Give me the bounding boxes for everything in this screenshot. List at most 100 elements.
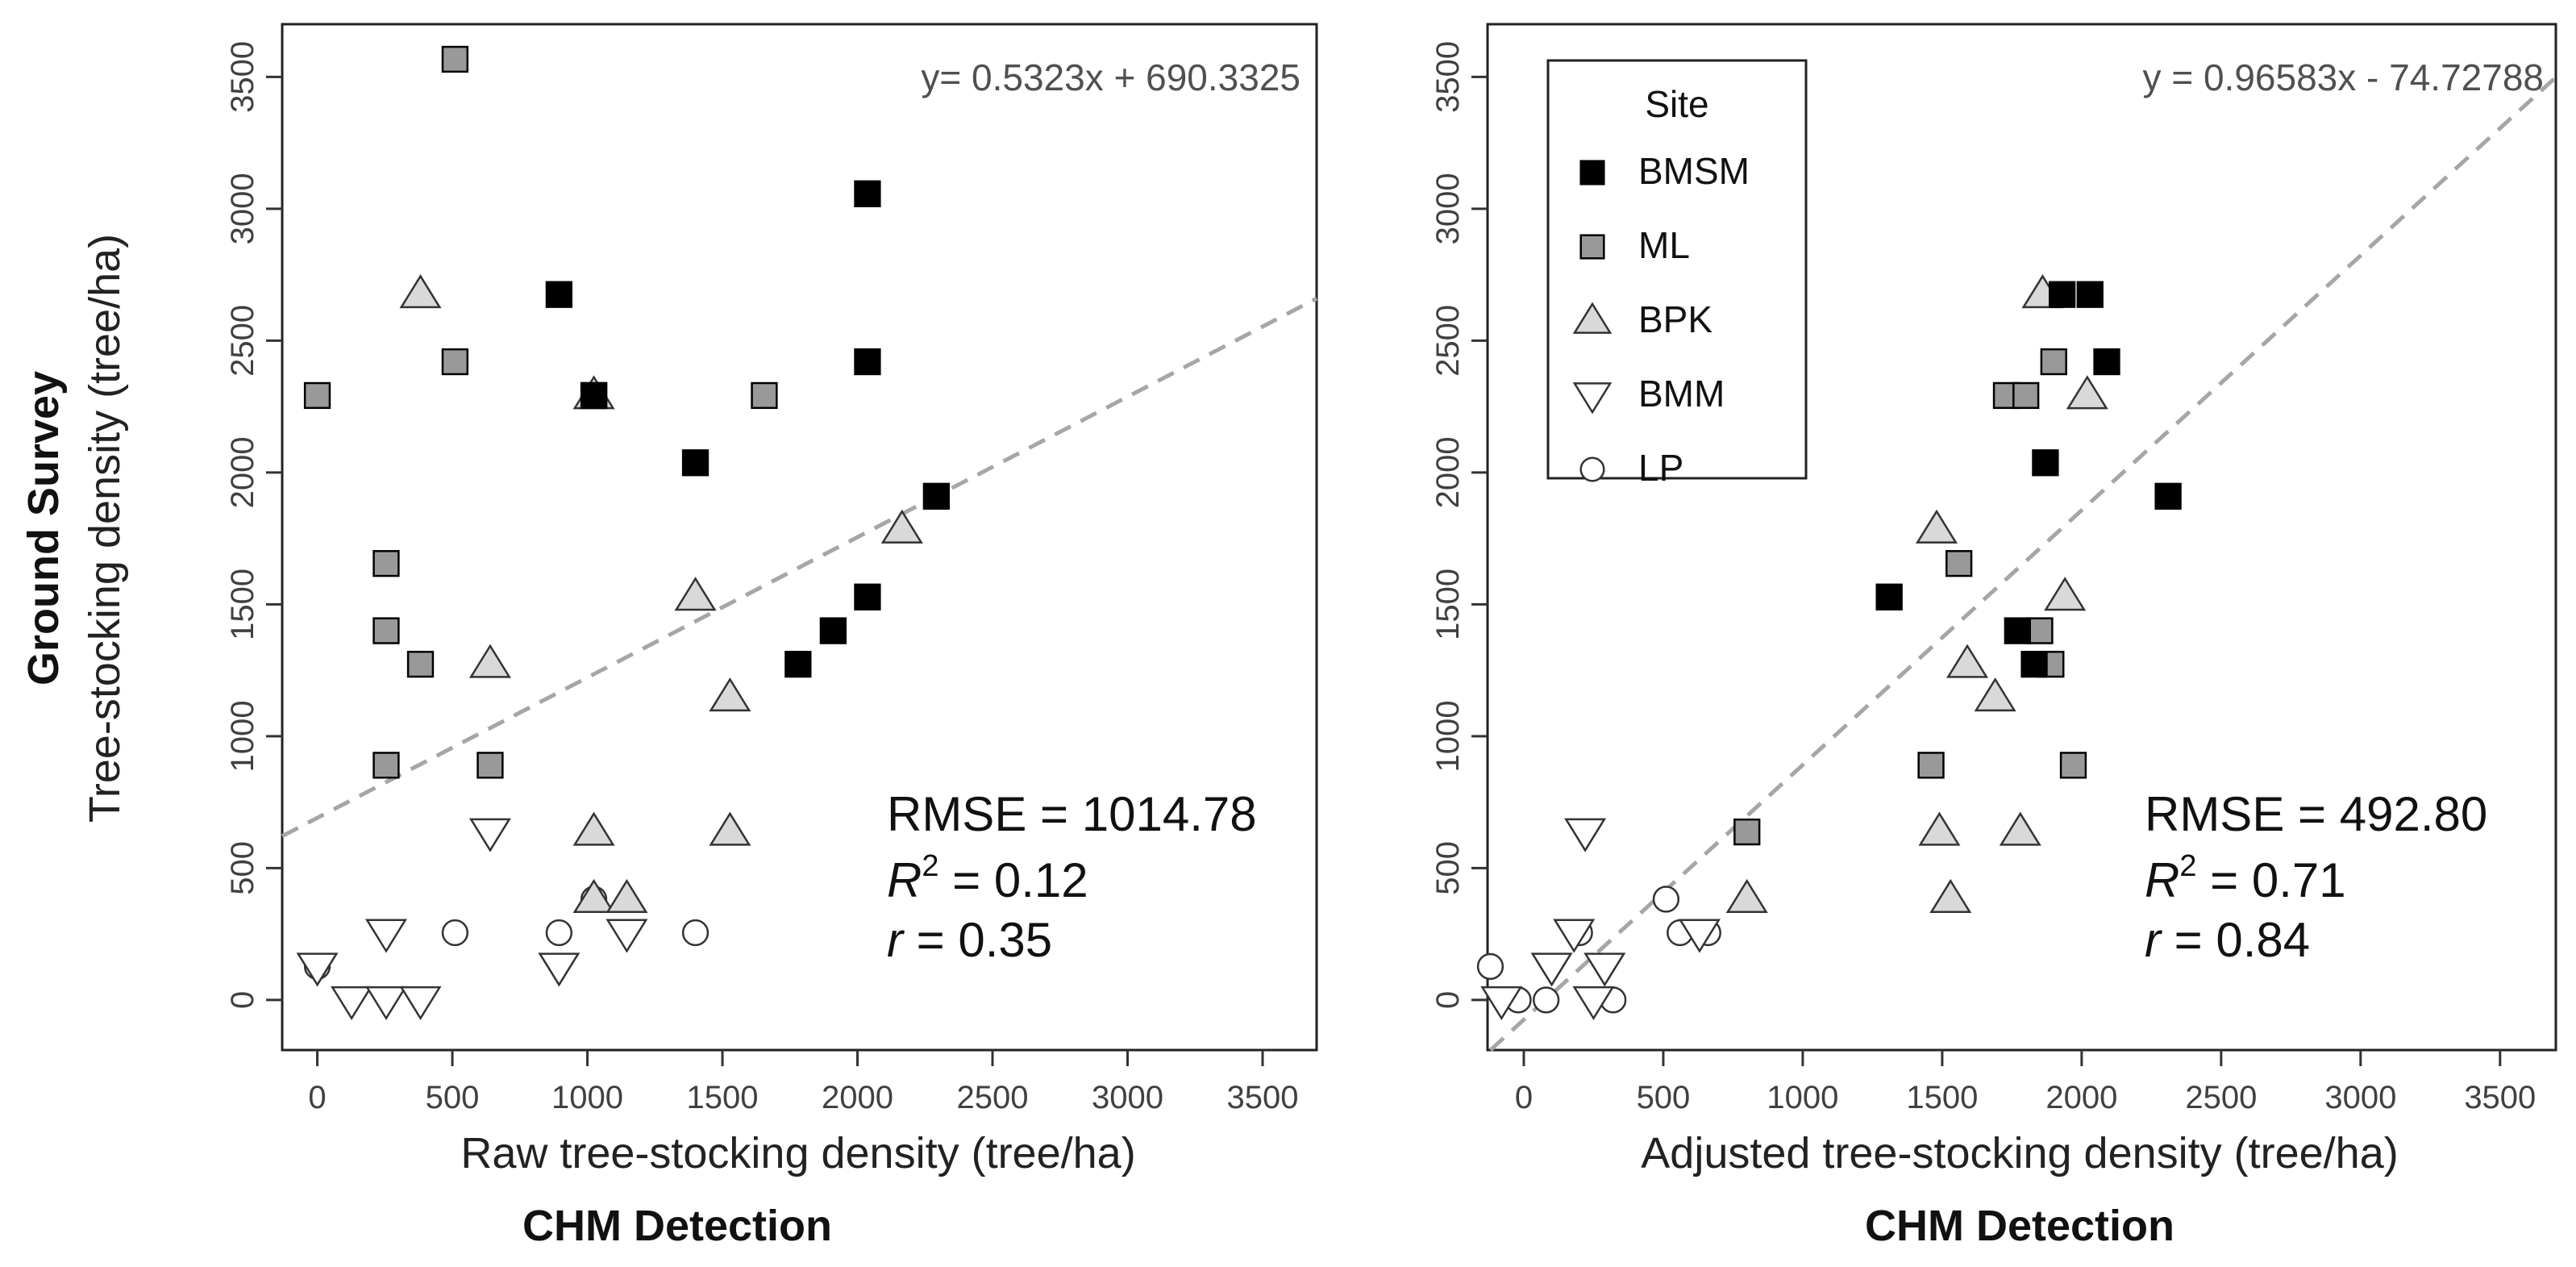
x-tick-label: 0 (1515, 1080, 1533, 1115)
y-tick-label: 0 (1430, 991, 1466, 1009)
right-x-axis-label-bold: CHM Detection (1865, 1202, 2174, 1250)
point-ml (1946, 550, 1973, 577)
point-lp (545, 919, 573, 947)
point-lp (441, 919, 469, 947)
left-points (296, 45, 950, 1020)
right-x-axis-label: Adjusted tree-stocking density (tree/ha) (1641, 1129, 2398, 1177)
point-bmsm (854, 180, 881, 207)
point-lp (1533, 986, 1560, 1014)
right-plot-frame (1486, 23, 2557, 1052)
point-ml (2012, 381, 2040, 410)
point-ml (372, 752, 400, 779)
point-bmm (1480, 986, 1523, 1020)
left-r: r = 0.35 (887, 913, 1052, 967)
point-lp (1476, 952, 1504, 980)
point-bmm (468, 818, 511, 852)
point-bpk (1946, 644, 1989, 678)
point-bmsm (819, 617, 847, 644)
point-bpk (1929, 878, 1972, 913)
left-plot-frame (281, 23, 1318, 1052)
x-tick-label: 2000 (2045, 1080, 2117, 1115)
point-ml (441, 45, 469, 73)
legend-label-bpk: BPK (1638, 298, 1712, 340)
point-bpk (1974, 677, 2016, 712)
right-r: r = 0.84 (2145, 913, 2310, 967)
point-bpk (709, 677, 751, 712)
left-equation: y= 0.5323x + 690.3325 (921, 56, 1300, 98)
left-ticks: 0 0 500 500 1000 1000 1500 1500 2000 2000 2500 2500… (225, 41, 1298, 1115)
point-bpk (1999, 811, 2041, 846)
y-tick-label: 2500 (225, 305, 260, 377)
x-tick-label: 1000 (1767, 1080, 1838, 1115)
y-tick-label: 1000 (225, 700, 260, 772)
legend-marker-ml (1579, 234, 1605, 260)
point-bmsm (545, 281, 573, 308)
point-bmm (1553, 919, 1596, 953)
y-axis-label-bold: Ground Survey (19, 371, 68, 686)
point-ml (476, 752, 504, 779)
point-bmm (364, 919, 408, 953)
point-bpk (709, 811, 751, 846)
legend-label-bmm: BMM (1638, 373, 1725, 415)
x-tick-label: 500 (426, 1080, 480, 1115)
point-bmm (1564, 818, 1607, 852)
legend: Site BMSM ML BPK BMM LP (1546, 59, 1808, 489)
legend-marker-bmm (1572, 382, 1613, 415)
x-tick-label: 2500 (957, 1080, 1029, 1115)
x-tick-label: 1000 (551, 1080, 623, 1115)
right-rmse: RMSE = 492.80 (2145, 787, 2487, 841)
point-bmm (1583, 952, 1626, 987)
point-ml (751, 381, 778, 410)
point-bmsm (854, 348, 881, 376)
left-x-axis-label: Raw tree-stocking density (tree/ha) (460, 1129, 1135, 1177)
point-ml (372, 617, 400, 644)
point-ml (1917, 752, 1945, 779)
right-equation: y = 0.96583x - 74.72788 (2143, 56, 2544, 98)
point-bmm (606, 919, 648, 953)
legend-label-bmsm: BMSM (1638, 150, 1750, 192)
y-tick-label: 2500 (1430, 305, 1466, 377)
x-tick-label: 500 (1637, 1080, 1691, 1115)
y-axis-label: Tree-stocking density (tree/ha) (81, 234, 129, 823)
legend-marker-bpk (1572, 302, 1613, 334)
right-ticks: 0 0 500 500 1000 1000 1500 1500 2000 2000 2500 2500… (1430, 41, 2536, 1115)
x-tick-label: 1500 (1906, 1080, 1978, 1115)
point-ml (441, 348, 469, 376)
x-tick-label: 3000 (1092, 1080, 1163, 1115)
point-bpk (1725, 878, 1768, 913)
point-bmm (1572, 986, 1615, 1020)
legend-title: Site (1645, 83, 1708, 125)
point-ml (406, 650, 435, 678)
left-rmse: RMSE = 1014.78 (887, 787, 1257, 841)
point-bpk (572, 811, 615, 846)
point-ml (1733, 818, 1761, 846)
x-tick-label: 3500 (1227, 1080, 1299, 1115)
point-bmsm (922, 482, 950, 510)
y-tick-label: 0 (225, 991, 260, 1009)
point-bmsm (2032, 449, 2059, 477)
point-lp (1652, 886, 1680, 913)
point-bmsm (2020, 650, 2048, 678)
point-ml (303, 381, 331, 410)
left-fit-line (281, 296, 1318, 838)
point-bpk (1918, 811, 1961, 846)
left-r2: R2 = 0.12 (887, 849, 1088, 907)
point-bmsm (580, 381, 608, 410)
point-ml (372, 550, 400, 577)
point-bmm (1530, 952, 1573, 987)
point-bpk (468, 644, 511, 678)
point-bmsm (2154, 482, 2182, 510)
y-tick-label: 500 (225, 841, 260, 895)
point-bmm (1678, 919, 1721, 953)
right-r2: R2 = 0.71 (2145, 849, 2346, 907)
x-tick-label: 2000 (822, 1080, 893, 1115)
y-tick-label: 3000 (1430, 173, 1466, 244)
point-ml (2026, 617, 2054, 644)
point-bpk (606, 878, 648, 913)
point-bmm (538, 952, 581, 987)
legend-items: BMSM ML BPK BMM LP (1572, 150, 1750, 489)
point-bmsm (784, 650, 812, 678)
point-bpk (572, 878, 615, 913)
left-x-axis-label-bold: CHM Detection (522, 1202, 832, 1250)
